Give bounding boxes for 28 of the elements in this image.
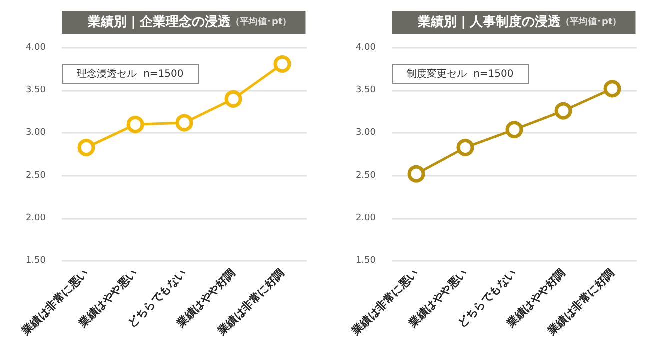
y-tick-label: 2.50 xyxy=(26,170,46,181)
point xyxy=(554,102,572,120)
chart-subtitle: （平均値･pt） xyxy=(561,16,622,28)
point xyxy=(456,138,474,156)
y-tick-label: 2.00 xyxy=(26,213,46,224)
y-tick-label: 3.00 xyxy=(356,128,376,138)
chart-title: 業績別｜企業理念の浸透 xyxy=(87,14,232,30)
y-tick-label: 1.50 xyxy=(356,256,376,266)
y-tick-label: 3.50 xyxy=(26,86,46,96)
y-tick-label: 4.00 xyxy=(356,43,376,53)
point xyxy=(176,114,194,132)
point xyxy=(408,165,426,183)
point xyxy=(78,138,96,156)
point xyxy=(506,121,524,139)
point xyxy=(126,116,144,134)
y-tick-label: 2.00 xyxy=(356,213,376,224)
annotation: 制度変更セル n=1500 xyxy=(407,68,514,80)
point xyxy=(274,55,292,73)
y-tick-label: 3.50 xyxy=(356,86,376,96)
y-tick-label: 3.00 xyxy=(26,128,46,138)
y-tick-label: 2.50 xyxy=(356,170,376,181)
annotation: 理念浸透セル n=1500 xyxy=(77,68,184,80)
chart-title: 業績別｜人事制度の浸透 xyxy=(417,14,562,30)
point xyxy=(604,80,622,98)
point xyxy=(224,90,242,108)
y-tick-label: 1.50 xyxy=(26,256,46,266)
y-tick-label: 4.00 xyxy=(26,43,46,53)
chart-subtitle: （平均値･pt） xyxy=(231,16,292,28)
